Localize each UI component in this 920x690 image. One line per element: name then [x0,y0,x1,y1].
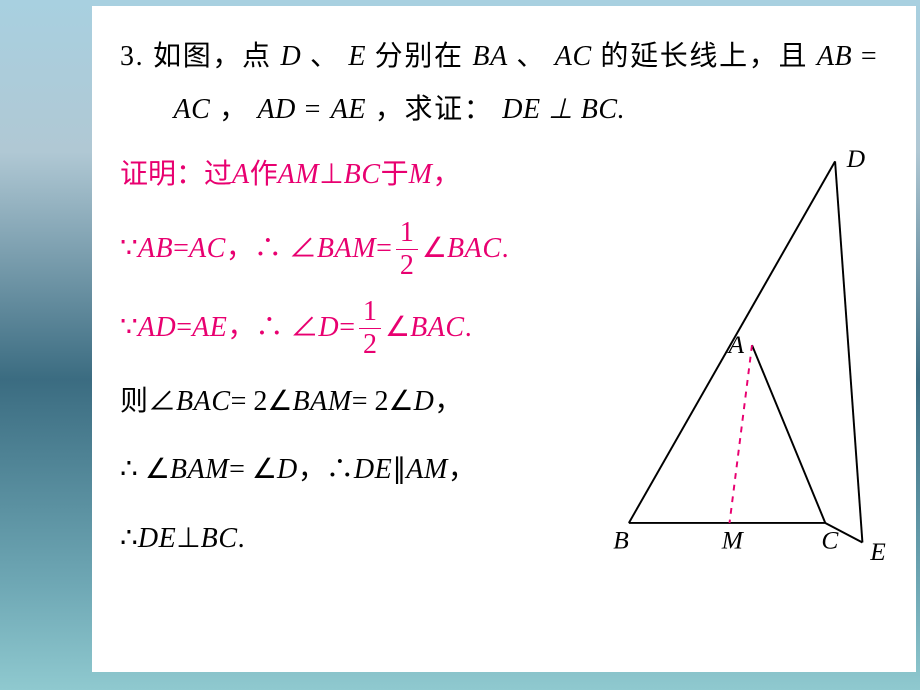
svg-text:B: B [613,526,629,554]
var: AB [138,224,173,274]
svg-text:E: E [869,538,886,564]
var: AE [192,303,227,353]
text: ∥ [392,445,406,495]
var: AM [406,445,448,495]
text: . [238,514,245,564]
var-AC2: AC [173,94,210,125]
text: ，∴ ∠ [226,224,317,274]
text: 则∠ [120,377,176,427]
text: ∴ ∠ [120,445,170,495]
text: ⊥ [176,514,200,564]
svg-text:M: M [721,526,745,554]
text: 如图，点 [153,41,280,72]
proof-body: 证明：过 A 作 AM ⊥ BC 于 M ， ∵ AB = AC ，∴ ∠ BA… [120,150,590,564]
proof-line-5: ∴ ∠ BAM = ∠ D ，∴ DE ∥ AM ， [120,445,590,495]
document-card: 3. 如图，点 D 、 E 分别在 BA 、 AC 的延长线上，且 AB = A… [92,6,916,672]
fraction-half: 1 2 [396,219,418,280]
text: = [176,303,192,353]
text: . [465,303,472,353]
text: ∵ [120,224,138,274]
text: 、 [516,41,546,72]
fraction-half: 1 2 [359,298,381,359]
svg-text:C: C [821,526,839,554]
proof-line-2: ∵ AB = AC ，∴ ∠ BAM = 1 2 ∠ BAC . [120,219,590,280]
text: = ∠ [229,445,277,495]
text: ， [432,150,460,200]
text: ，求证： [375,94,494,125]
problem-statement: 3. 如图，点 D 、 E 分别在 BA 、 AC 的延长线上，且 AB = A… [120,30,896,136]
var: D [414,377,435,427]
text: 的延长线上，且 [600,41,816,72]
problem-number: 3. [120,41,144,72]
var: M [409,150,433,200]
var: BAM [293,377,352,427]
var: BAC [176,377,231,427]
var-AC: AC [555,41,592,72]
proof-line-3: ∵ AD = AE ，∴ ∠ D = 1 2 ∠ BAC . [120,298,590,359]
var: DE [354,445,392,495]
var: AM [278,150,320,200]
text: 作 [250,150,278,200]
text: ∴ [120,514,138,564]
text: ， [448,445,476,495]
text: = [376,224,392,274]
text: ， [434,377,462,427]
figure-svg: D A B M C E [612,134,892,564]
text: = 2∠ [231,377,293,427]
var-E: E [348,41,366,72]
perp-stmt: DE ⊥ BC. [502,94,625,125]
text: ⊥ [319,150,343,200]
var: BAM [170,445,229,495]
text: = [861,41,878,72]
text: = [305,94,331,125]
var: BC [344,150,381,200]
text: = 2∠ [352,377,414,427]
var: D [277,445,298,495]
text: = [173,224,189,274]
svg-text:A: A [727,331,745,359]
var: AC [189,224,226,274]
text: 于 [381,150,409,200]
text: 证明：过 [120,150,232,200]
var: BAM [317,224,376,274]
text: ∵ [120,303,138,353]
text: ∠ [422,224,447,274]
var-AB: AB [817,41,852,72]
text: ∠ [385,303,410,353]
text: . [502,224,509,274]
text: = [339,303,355,353]
text: ，∴ [298,445,354,495]
text: 分别在 [375,41,473,72]
numerator: 1 [396,219,418,250]
var-D: D [280,41,301,72]
proof-line-6: ∴ DE ⊥ BC . [120,514,590,564]
var: BC [201,514,238,564]
denominator: 2 [396,250,418,280]
var-AD: AD [257,94,295,125]
var: DE [138,514,176,564]
var: BAC [447,224,502,274]
var-AE: AE [331,94,366,125]
var-BA: BA [472,41,507,72]
numerator: 1 [359,298,381,329]
text: ， [219,94,249,125]
var: AD [138,303,176,353]
var: D [318,303,339,353]
proof-line-1: 证明：过 A 作 AM ⊥ BC 于 M ， [120,150,590,200]
text: ，∴ ∠ [227,303,318,353]
text: 、 [310,41,340,72]
geometry-figure: D A B M C E [612,134,892,564]
proof-line-4: 则∠ BAC = 2∠ BAM = 2∠ D ， [120,377,590,427]
var: A [232,150,250,200]
svg-text:D: D [846,145,865,173]
var: BAC [410,303,465,353]
denominator: 2 [359,329,381,359]
